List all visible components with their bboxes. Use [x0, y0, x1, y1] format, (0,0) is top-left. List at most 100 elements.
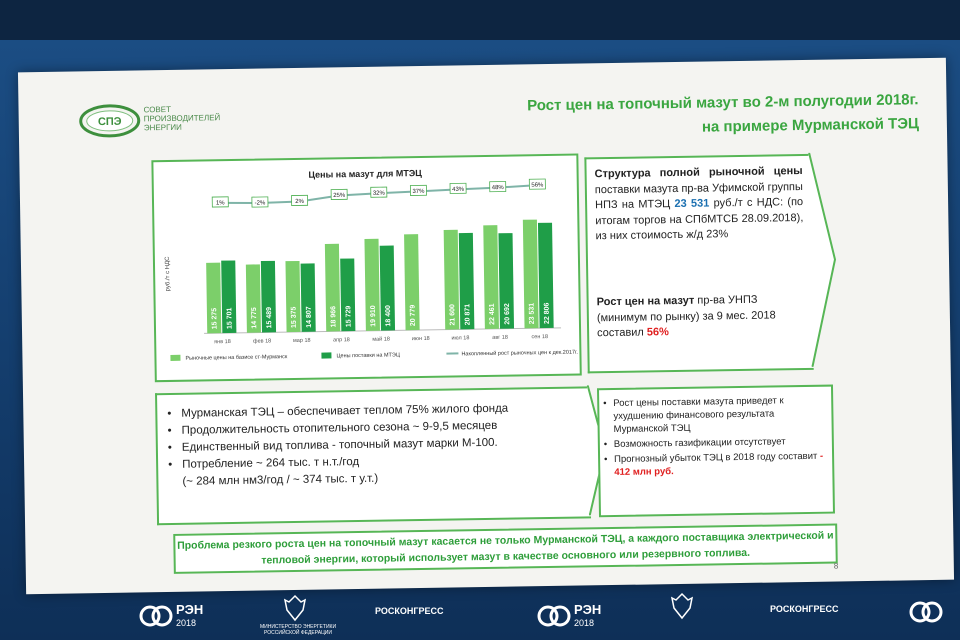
growth-label-box — [449, 182, 467, 194]
spe-logo: СПЭ — [79, 104, 141, 138]
bar-value-label: 15 489 — [266, 307, 273, 329]
structure-heading: Структура полной рыночной цены — [594, 165, 803, 181]
bar-market-price — [245, 264, 261, 333]
consequences-list: • Рост цены поставки мазута приведет к ух… — [603, 394, 826, 481]
ren-logo-icon-2 — [537, 605, 571, 627]
growth-label-box — [409, 184, 427, 196]
emblem-icon — [283, 594, 307, 622]
bar-supply-price — [340, 258, 356, 332]
slide-number: 8 — [833, 561, 839, 571]
bar-value-label: 15 729 — [345, 306, 352, 328]
bar-value-label: 19 910 — [370, 305, 377, 327]
ren-year: 2018 — [176, 618, 197, 628]
bar-supply-price — [221, 260, 237, 334]
logo-letters: СПЭ — [98, 116, 122, 128]
x-tick-label: авг 18 — [492, 335, 508, 341]
bar-value-label: 20 871 — [464, 304, 471, 326]
bar-market-price — [522, 219, 539, 329]
growth-label: 25% — [333, 193, 346, 199]
structure-text: Структура полной рыночной цены поставки … — [595, 164, 804, 245]
price-chart: Цены на мазут для МТЭЦ руб./т с НДС 15 275… — [165, 168, 579, 362]
bar-market-price — [285, 260, 301, 333]
bar-market-price — [206, 262, 222, 334]
growth-label: 2% — [295, 199, 304, 205]
x-tick-label: июл 18 — [451, 335, 469, 341]
growth-label: 1% — [216, 200, 225, 206]
bar-value-label: 14 775 — [251, 307, 258, 329]
x-tick-label: май 18 — [372, 336, 390, 343]
x-tick-label: апр 18 — [333, 337, 350, 343]
bar-value-label: 20 692 — [504, 303, 511, 325]
bar-value-label: 18 400 — [385, 305, 392, 327]
x-tick-label: фев 18 — [253, 338, 271, 344]
x-tick-label: янв 18 — [214, 339, 231, 345]
background-wall — [0, 0, 960, 40]
bar-value-label: 15 275 — [211, 308, 218, 330]
bar-value-label: 22 461 — [489, 303, 496, 325]
chart-title: Цены на мазут для МТЭЦ — [308, 168, 422, 180]
growth-label: 43% — [452, 187, 465, 193]
roscongress-brand: РОСКОНГРЕСС — [375, 606, 444, 616]
bar-value-label: 15 375 — [291, 306, 298, 328]
presentation-slide: СПЭ СОВЕТ ПРОИЗВОДИТЕЛЕЙ ЭНЕРГИИ Рост це… — [17, 57, 955, 595]
bar-supply-price — [537, 222, 554, 329]
growth-label-box — [330, 188, 348, 200]
growth-text: Рост цен на мазут пр-ва УНПЗ (минимум по… — [597, 292, 806, 342]
ren-year-2: 2018 — [574, 618, 595, 628]
growth-label: 56% — [531, 183, 544, 189]
bar-market-price — [443, 229, 460, 330]
org-name: СОВЕТ ПРОИЗВОДИТЕЛЕЙ ЭНЕРГИИ — [143, 104, 220, 132]
structure-price: 23 531 — [674, 197, 710, 211]
consequence-item: • Прогнозный убыток ТЭЦ в 2018 году соста… — [604, 450, 824, 479]
y-axis-label: руб./т с НДС — [165, 256, 172, 292]
bar-value-label: 23 531 — [529, 303, 536, 325]
footer-branding: РЭН 2018 МИНИСТЕРСТВО ЭНЕРГЕТИКИ РОССИЙС… — [0, 590, 960, 640]
bar-value-label: 15 701 — [226, 307, 233, 329]
bar-market-price — [364, 238, 380, 331]
growth-label-box — [291, 194, 309, 206]
bar-value-label: 21 600 — [449, 304, 456, 326]
bar-supply-price — [498, 233, 515, 329]
bar-value-label: 14 807 — [306, 306, 313, 328]
legend-swatch — [321, 352, 332, 359]
chart-box: Цены на мазут для МТЭЦ руб./т с НДС 15 275… — [151, 153, 582, 383]
growth-label-box — [489, 181, 507, 193]
facts-list: • Мурманская ТЭЦ – обеспечивает теплом 75… — [167, 399, 588, 491]
x-tick-label: сен 18 — [531, 334, 548, 340]
bar-market-price — [404, 234, 420, 331]
consequence-item: • Возможность газификации отсутствует — [603, 436, 786, 451]
legend-swatch — [170, 354, 181, 361]
growth-heading: Рост цен на мазут — [596, 294, 695, 309]
growth-label: 32% — [373, 191, 386, 197]
bar-value-label: 18 966 — [330, 306, 337, 328]
roscongress-brand-2: РОСКОНГРЕСС — [770, 604, 839, 614]
growth-value: 56% — [646, 326, 669, 339]
ren-logo-icon — [139, 605, 173, 627]
emblem-icon-2 — [670, 592, 694, 620]
bar-market-price — [483, 225, 499, 330]
legend-label: Накопленный рост рыночных цен к дек.2017… — [461, 349, 578, 358]
bar-market-price — [324, 243, 341, 332]
bar-supply-price — [300, 263, 316, 332]
org-line-3: ЭНЕРГИИ — [143, 122, 182, 133]
growth-label: -2% — [255, 200, 266, 206]
bar-supply-price — [379, 245, 396, 331]
growth-label-box — [528, 178, 546, 190]
legend-label: Цены поставки на МТЭЦ — [336, 352, 400, 359]
consequence-item: • Рост цены поставки мазута приведет к ух… — [603, 395, 784, 436]
bar-supply-price — [260, 260, 277, 333]
ren-brand: РЭН — [176, 602, 204, 617]
growth-label-box — [211, 196, 229, 208]
growth-label: 37% — [412, 189, 425, 195]
bar-value-label: 20 779 — [410, 305, 417, 327]
org-line-2: ПРОИЗВОДИТЕЛЕЙ — [143, 113, 221, 124]
bar-value-label: 22 806 — [544, 302, 551, 324]
problem-banner: Проблема резкого роста цен на топочный м… — [173, 523, 838, 574]
ren-brand-2: РЭН — [574, 602, 602, 617]
slide-title: Рост цен на топочный мазут во 2-м полуго… — [318, 88, 919, 145]
growth-label-box — [370, 186, 388, 198]
x-tick-label: мар 18 — [293, 338, 311, 344]
x-tick-label: июн 18 — [412, 336, 430, 342]
growth-label: 48% — [492, 185, 505, 191]
structure-arrow — [808, 152, 837, 367]
